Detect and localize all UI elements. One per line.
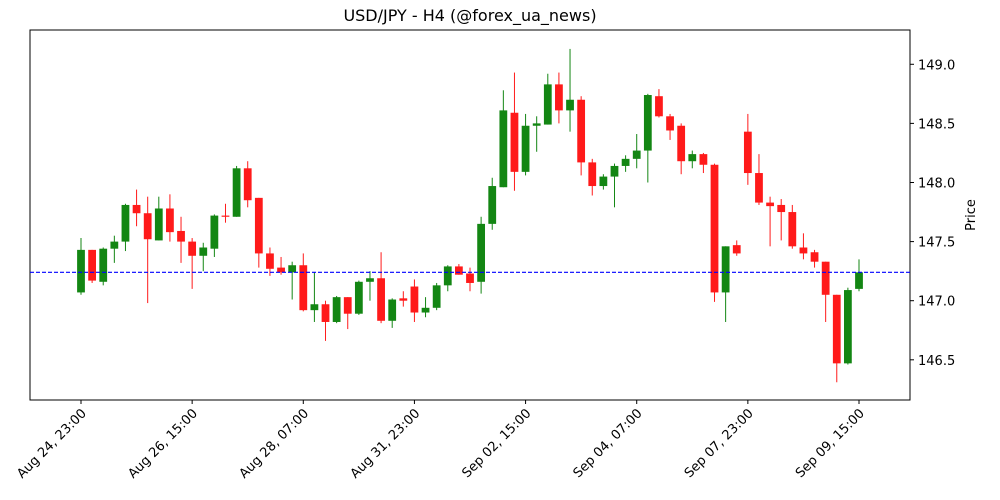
candle-body [432, 285, 441, 308]
candle-body [310, 304, 319, 311]
x-tick-label: Aug 26, 15:00 [125, 406, 201, 482]
candle-body [143, 213, 152, 240]
candle-body [343, 297, 352, 314]
candle-body [621, 158, 630, 166]
candle-body [799, 247, 808, 254]
candle-body [332, 297, 341, 322]
candle-body [555, 84, 563, 111]
x-tick-label: Sep 02, 15:00 [460, 406, 535, 481]
candle-body [488, 186, 497, 224]
candle-body [199, 247, 208, 256]
candle-body [288, 265, 297, 273]
candle-body [510, 112, 519, 172]
candle-body [821, 261, 830, 295]
chart-title: USD/JPY - H4 (@forex_ua_news) [343, 6, 596, 26]
candle-body [254, 197, 263, 254]
candle-body [543, 84, 552, 125]
candle-body [110, 241, 119, 249]
candle-body [666, 116, 674, 131]
candle-body [454, 266, 463, 275]
candle-body [243, 168, 252, 201]
candle-body [443, 266, 452, 286]
candle-body [577, 99, 586, 163]
candle-body [354, 281, 363, 314]
y-tick-label: 149.0 [918, 58, 955, 73]
candle-body [843, 290, 852, 364]
candle-body [154, 208, 163, 241]
y-tick-label: 146.5 [918, 354, 955, 369]
y-tick-label: 147.5 [918, 236, 955, 251]
plot-frame [29, 29, 911, 401]
candle-body [643, 95, 652, 151]
candle-body [599, 176, 608, 187]
candle-body [732, 245, 741, 254]
candle-body [566, 99, 574, 111]
candle-body [499, 110, 508, 188]
candle-body [721, 246, 730, 293]
candle-body [221, 215, 230, 217]
candle-body [466, 273, 474, 283]
y-tick-label: 148.5 [918, 117, 955, 132]
candle-body [632, 150, 641, 159]
candle-body [388, 299, 397, 321]
candle-body [299, 265, 308, 311]
candle-body [788, 212, 797, 247]
candle-body [410, 286, 419, 313]
x-tick-label: Aug 24, 23:00 [14, 406, 90, 482]
candle-body [855, 272, 863, 289]
candle-body [755, 173, 763, 203]
y-axis-label: Price [964, 199, 979, 231]
candle-body [266, 253, 274, 269]
candle-body [210, 215, 219, 249]
x-tick-label: Sep 09, 15:00 [793, 406, 868, 481]
candle-body [610, 165, 619, 177]
candle-body [588, 162, 597, 187]
x-tick-label: Aug 31, 23:00 [348, 406, 424, 482]
candle-body [832, 294, 841, 364]
candle-body [188, 241, 197, 256]
candle-body [177, 230, 185, 242]
candle-body [810, 252, 819, 262]
candle-body [366, 278, 374, 282]
x-tick-label: Aug 28, 07:00 [237, 406, 313, 482]
candle-body [88, 249, 97, 281]
candle-body [399, 298, 408, 301]
y-tick-label: 147.0 [918, 295, 955, 310]
candle-body [77, 249, 85, 293]
candle-body [743, 131, 752, 174]
candle-body [766, 202, 774, 207]
candle-body [532, 123, 541, 126]
candle-body [710, 164, 719, 293]
candle-body [521, 125, 530, 172]
candle-body [377, 278, 385, 321]
candle-body [688, 154, 697, 162]
candle-body [655, 96, 663, 117]
candle-body [132, 204, 141, 214]
y-tick-label: 148.0 [918, 176, 955, 191]
candle-body [166, 208, 174, 233]
candle-body [477, 223, 486, 282]
candle-body [421, 307, 430, 313]
candle-body [277, 267, 285, 273]
candle-body [121, 204, 130, 242]
candle-body [777, 204, 786, 213]
candle-body [321, 304, 330, 322]
x-tick-label: Sep 04, 07:00 [571, 406, 646, 481]
candle-body [232, 168, 241, 217]
candle-body [99, 248, 108, 282]
x-tick-label: Sep 07, 23:00 [682, 406, 757, 481]
candle-body [677, 125, 686, 162]
candle-body [699, 154, 708, 165]
